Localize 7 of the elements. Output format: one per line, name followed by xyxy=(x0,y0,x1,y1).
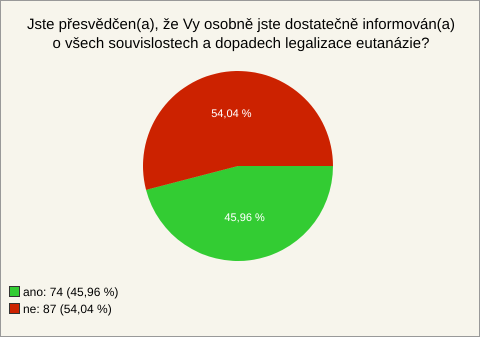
legend-label: ne: 87 (54,04 %) xyxy=(23,302,112,316)
pie-slice xyxy=(143,71,333,190)
chart-title: Jste přesvědčen(a), že Vy osobně jste dostatečně informován(a) o všech souvislostech a dopadech legalizace eutanázie? xyxy=(26,15,456,53)
data-label: 54,04 % xyxy=(211,108,252,120)
legend-label: ano: 74 (45,96 %) xyxy=(23,284,118,298)
data-label: 45,96 % xyxy=(224,212,266,224)
pie-slice xyxy=(146,166,333,261)
